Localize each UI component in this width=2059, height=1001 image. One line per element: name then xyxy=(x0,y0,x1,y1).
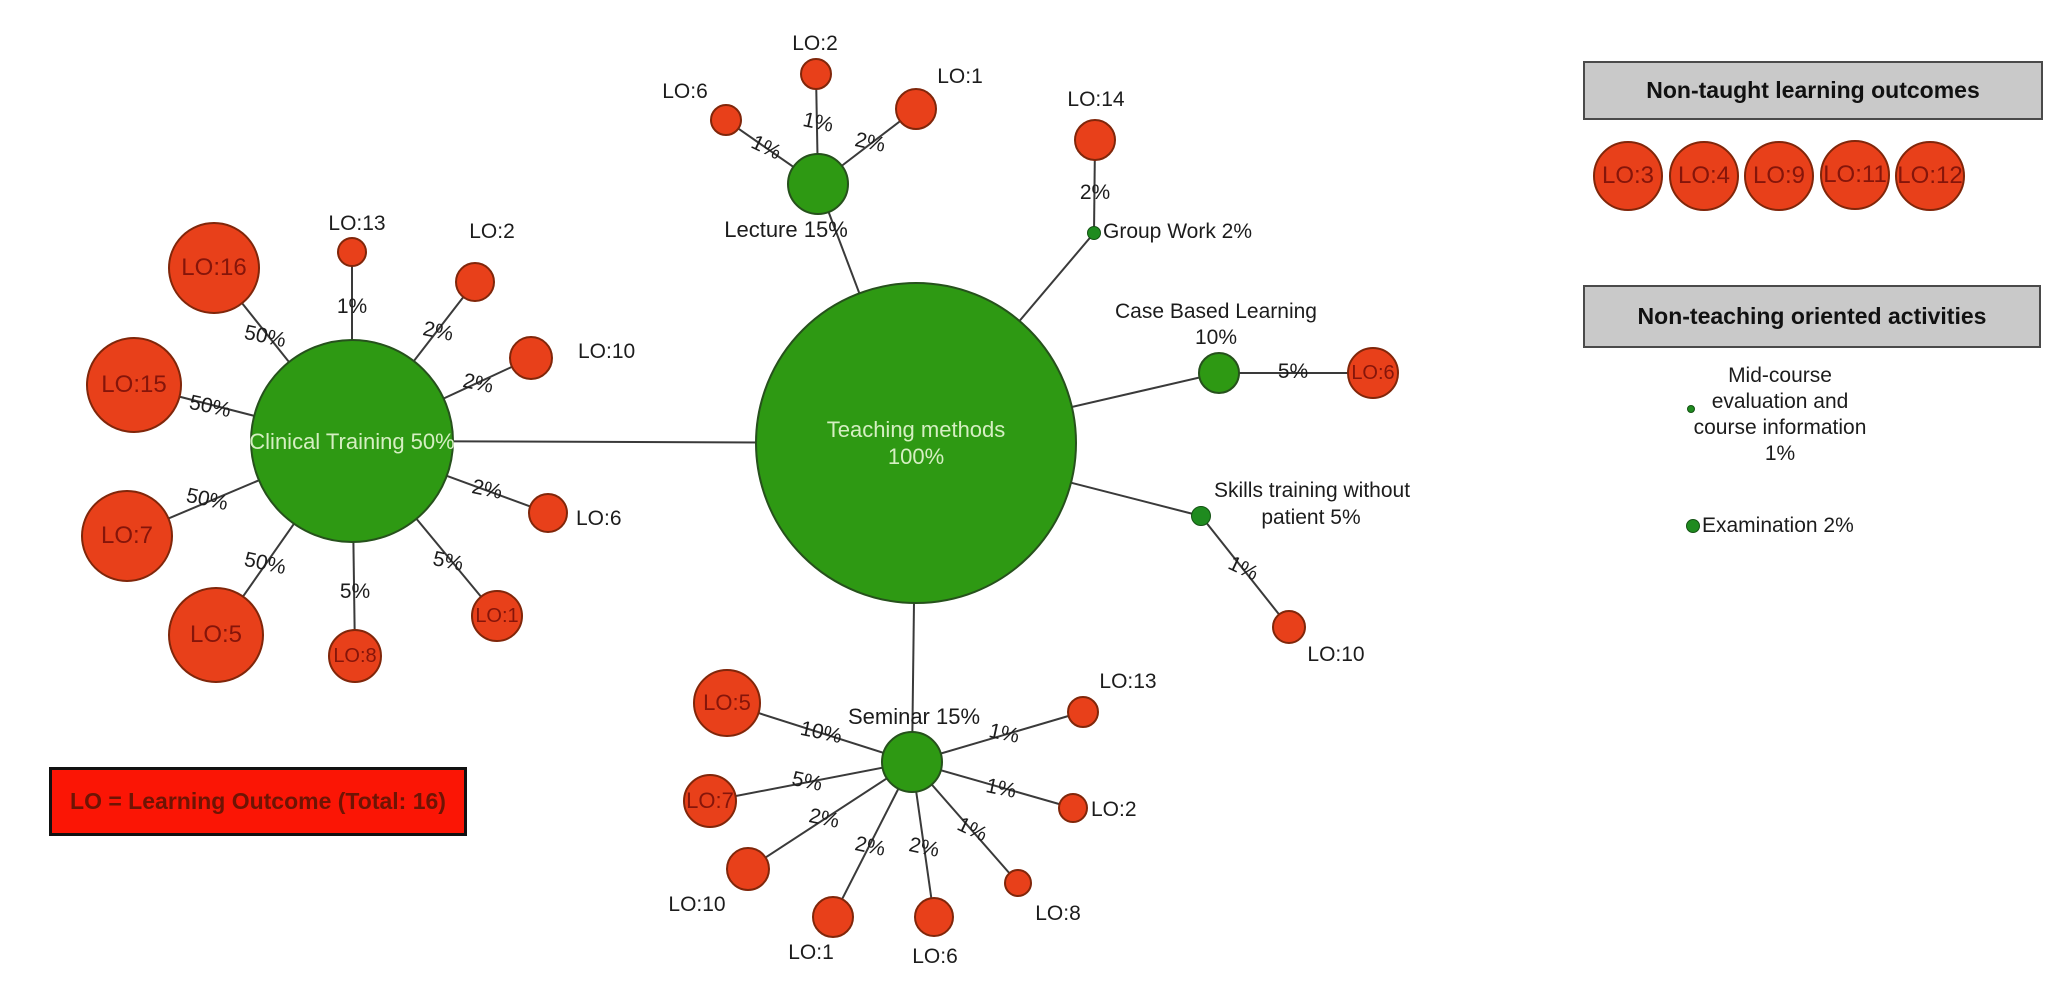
node-clinical-lo2 xyxy=(455,262,495,302)
label-seminar-lo1: LO:1 xyxy=(788,941,834,964)
clinical-training-label: Clinical Training 50% xyxy=(249,428,455,454)
node-examination-dot xyxy=(1686,519,1700,533)
node-clinical-lo16: LO:16 xyxy=(168,222,260,314)
node-seminar-lo2 xyxy=(1058,793,1088,823)
legend-text: LO = Learning Outcome (Total: 16) xyxy=(70,788,446,814)
label-seminar-lo2: LO:2 xyxy=(1091,798,1137,821)
node-seminar-lo13 xyxy=(1067,696,1099,728)
node-clinical-lo8: LO:8 xyxy=(328,629,382,683)
non-taught-header-text: Non-taught learning outcomes xyxy=(1646,77,1980,103)
edge xyxy=(1200,515,1290,628)
node-clinical-training: Clinical Training 50% xyxy=(249,339,455,543)
label-groupwork-lo14: LO:14 xyxy=(1067,88,1125,111)
label-case-based-line1: Case Based Learning xyxy=(1115,300,1317,323)
node-teaching-methods: Teaching methods 100% xyxy=(755,282,1077,604)
edge xyxy=(747,761,913,870)
label-lecture: Lecture 15% xyxy=(724,217,848,242)
label-lecture-lo1: LO:1 xyxy=(937,65,983,88)
node-nontaught-lo12: LO:12 xyxy=(1895,141,1965,211)
node-seminar-lo10 xyxy=(726,847,770,891)
node-clinical-lo13 xyxy=(337,237,367,267)
label-examination: Examination 2% xyxy=(1702,514,1854,537)
node-nontaught-lo4: LO:4 xyxy=(1669,141,1739,211)
node-clinical-lo10 xyxy=(509,336,553,380)
node-clinical-lo15: LO:15 xyxy=(86,337,182,433)
label-seminar-lo10: LO:10 xyxy=(668,893,726,916)
label-clinical-lo10: LO:10 xyxy=(578,340,636,363)
node-case-based-lo6: LO:6 xyxy=(1347,347,1399,399)
label-seminar: Seminar 15% xyxy=(847,704,981,729)
label-seminar-lo13: LO:13 xyxy=(1099,670,1157,693)
node-seminar-lo6 xyxy=(914,897,954,937)
node-lecture-lo2 xyxy=(800,58,832,90)
label-seminar-lo8: LO:8 xyxy=(1035,902,1081,925)
node-skills-lo10 xyxy=(1272,610,1306,644)
pct-groupwork-lo14: 2% xyxy=(1079,181,1111,204)
label-lecture-lo2: LO:2 xyxy=(792,32,838,55)
node-lecture-lo6 xyxy=(710,104,742,136)
label-skills-line1: Skills training without xyxy=(1213,479,1411,502)
pct-clinical-lo8: 5% xyxy=(339,580,371,603)
node-nontaught-lo9: LO:9 xyxy=(1744,141,1814,211)
label-skills-line2: patient 5% xyxy=(1261,506,1361,529)
node-groupwork-lo14 xyxy=(1074,119,1116,161)
edge xyxy=(709,761,913,802)
node-lecture xyxy=(787,153,849,215)
legend-box: LO = Learning Outcome (Total: 16) xyxy=(49,767,467,836)
label-midcourse: Mid-course evaluation and course informa… xyxy=(1693,364,1867,465)
non-taught-header: Non-taught learning outcomes xyxy=(1583,61,2043,120)
node-seminar-lo7: LO:7 xyxy=(683,774,737,828)
node-seminar-lo5: LO:5 xyxy=(693,669,761,737)
node-case-based xyxy=(1198,352,1240,394)
label-clinical-lo2: LO:2 xyxy=(469,220,515,243)
label-groupwork: Group Work 2% xyxy=(1103,220,1252,243)
non-teaching-header-text: Non-teaching oriented activities xyxy=(1637,303,1987,329)
teaching-methods-label: Teaching methods 100% xyxy=(826,417,1006,469)
node-nontaught-lo11: LO:11 xyxy=(1820,140,1890,210)
node-lecture-lo1 xyxy=(895,88,937,130)
label-case-based-line2: 10% xyxy=(1194,326,1238,349)
non-teaching-header: Non-teaching oriented activities xyxy=(1583,285,2041,348)
label-clinical-lo13: LO:13 xyxy=(328,212,386,235)
node-nontaught-lo3: LO:3 xyxy=(1593,141,1663,211)
pct-case-based-lo6: 5% xyxy=(1277,360,1309,383)
node-clinical-lo6 xyxy=(528,493,568,533)
label-lecture-lo6: LO:6 xyxy=(662,80,708,103)
label-clinical-lo6: LO:6 xyxy=(576,507,622,530)
node-seminar xyxy=(881,731,943,793)
node-clinical-lo1: LO:1 xyxy=(471,590,523,642)
node-seminar-lo1 xyxy=(812,896,854,938)
node-clinical-lo5: LO:5 xyxy=(168,587,264,683)
label-seminar-lo6: LO:6 xyxy=(912,945,958,968)
label-skills-lo10: LO:10 xyxy=(1307,643,1365,666)
node-midcourse-dot xyxy=(1687,405,1695,413)
node-groupwork-dot xyxy=(1087,226,1101,240)
pct-clinical-lo13: 1% xyxy=(336,295,368,318)
node-seminar-lo8 xyxy=(1004,869,1032,897)
node-skills-dot xyxy=(1191,506,1211,526)
node-clinical-lo7: LO:7 xyxy=(81,490,173,582)
